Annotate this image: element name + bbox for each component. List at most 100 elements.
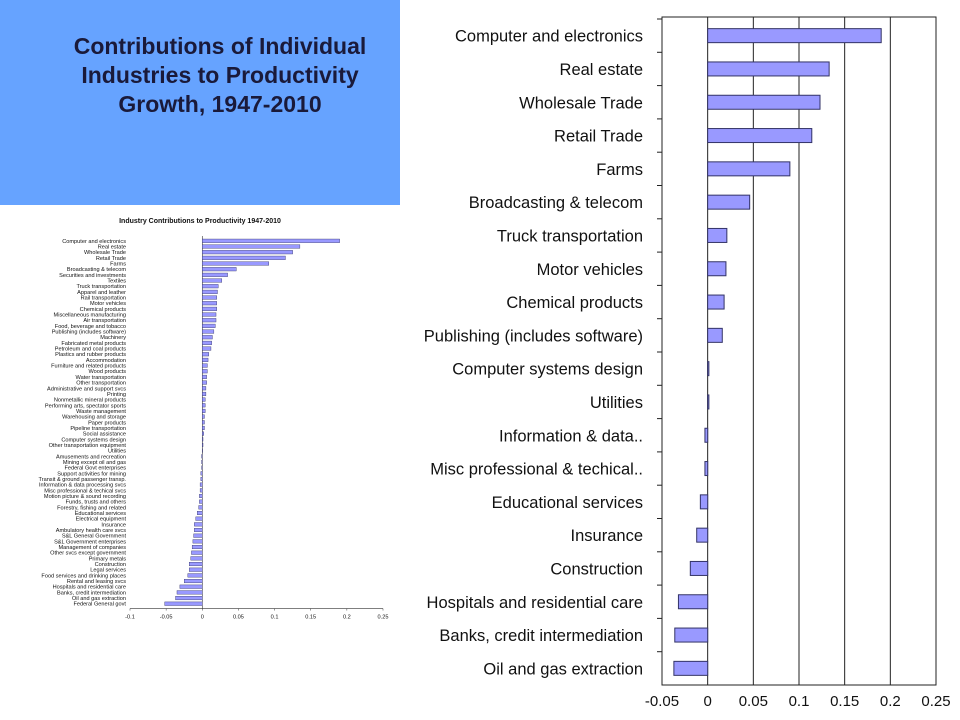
left-category-label: Social assistance bbox=[83, 432, 126, 438]
left-bar bbox=[175, 596, 203, 601]
left-bar bbox=[202, 380, 207, 385]
left-category-label: Banks, credit intermediation bbox=[57, 590, 126, 596]
right-category-label: Oil and gas extraction bbox=[483, 660, 643, 678]
left-chart-background bbox=[0, 205, 400, 720]
left-x-tick-label: 0.1 bbox=[271, 615, 279, 621]
right-bar bbox=[707, 28, 882, 44]
left-category-label: Funds, trusts and others bbox=[66, 500, 127, 506]
left-category-label: Wood products bbox=[88, 369, 126, 375]
right-category-label: Computer systems design bbox=[452, 361, 643, 379]
left-bar bbox=[202, 369, 208, 374]
right-bar bbox=[674, 627, 709, 643]
left-category-label: Hospitals and residential care bbox=[53, 585, 126, 591]
right-category-label: Banks, credit intermediation bbox=[439, 627, 643, 645]
left-bar bbox=[202, 306, 217, 311]
left-bar bbox=[202, 312, 217, 317]
left-bar bbox=[202, 301, 217, 306]
left-bar bbox=[202, 278, 223, 283]
left-bar bbox=[202, 295, 217, 300]
left-x-tick-label: -0.05 bbox=[160, 615, 173, 621]
right-bar bbox=[707, 194, 751, 210]
left-bar bbox=[194, 522, 203, 527]
left-bar bbox=[200, 476, 203, 481]
left-category-label: Legal services bbox=[90, 568, 126, 574]
right-category-label: Truck transportation bbox=[497, 227, 643, 245]
right-bar bbox=[707, 327, 723, 343]
left-bar bbox=[202, 391, 207, 396]
right-category-label: Wholesale Trade bbox=[519, 94, 643, 112]
right-x-tick-label: 0.05 bbox=[739, 693, 768, 710]
left-bar bbox=[202, 357, 209, 362]
right-bar bbox=[707, 161, 791, 177]
left-category-label: Other svcs except government bbox=[50, 551, 126, 557]
left-category-label: Retail Trade bbox=[96, 256, 126, 262]
right-category-label: Computer and electronics bbox=[455, 28, 643, 46]
right-x-tick-label: 0.25 bbox=[921, 693, 950, 710]
left-bar bbox=[202, 352, 209, 357]
left-category-label: Truck transportation bbox=[76, 284, 126, 290]
left-category-label: Federal Govt enterprises bbox=[64, 466, 126, 472]
left-bar bbox=[202, 408, 206, 413]
right-category-label: Educational services bbox=[492, 494, 643, 512]
left-bar bbox=[199, 499, 203, 504]
right-bar bbox=[707, 61, 830, 77]
left-x-tick-label: 0.15 bbox=[305, 615, 316, 621]
title-panel bbox=[0, 0, 400, 207]
left-category-label: Printing bbox=[107, 392, 126, 398]
right-bar bbox=[699, 494, 709, 510]
left-x-tick-label: 0.05 bbox=[233, 615, 244, 621]
left-category-label: Warehousing and storage bbox=[62, 415, 126, 421]
left-bar bbox=[199, 482, 203, 487]
left-category-label: Computer and electronics bbox=[62, 239, 126, 245]
left-category-label: Ambulatory health care svcs bbox=[56, 528, 126, 534]
left-category-label: Machinery bbox=[100, 335, 126, 341]
right-bar bbox=[677, 594, 709, 610]
left-category-label: Construction bbox=[95, 562, 126, 568]
left-category-label: Motion picture & sound recording bbox=[44, 494, 126, 500]
left-category-label: Apparel and leather bbox=[77, 290, 126, 296]
left-category-label: Rental and leasing svcs bbox=[67, 579, 126, 585]
right-x-tick-label: 0.1 bbox=[789, 693, 810, 710]
right-category-label: Construction bbox=[550, 560, 643, 578]
left-bar bbox=[202, 272, 228, 277]
left-category-label: Chemical products bbox=[80, 307, 127, 313]
left-category-label: Oil and gas extraction bbox=[72, 596, 126, 602]
left-bar bbox=[202, 289, 218, 294]
left-category-label: Information & data processing svcs bbox=[39, 483, 126, 489]
right-bar bbox=[704, 461, 709, 477]
left-category-label: Computer systems design bbox=[61, 437, 126, 443]
left-bar bbox=[202, 437, 204, 442]
left-x-tick-label: 0.2 bbox=[343, 615, 351, 621]
left-category-label: Nonmetallic mineral products bbox=[54, 398, 126, 404]
left-bar bbox=[202, 363, 208, 368]
page-title: Contributions of Individual Industries t… bbox=[73, 33, 367, 117]
right-bar bbox=[707, 94, 821, 110]
left-category-label: Water transportation bbox=[76, 375, 126, 381]
left-category-label: Food services and drinking places bbox=[41, 573, 126, 579]
left-category-label: Farms bbox=[110, 262, 126, 268]
left-category-label: Accommodation bbox=[86, 358, 126, 364]
left-bar bbox=[202, 284, 219, 289]
left-bar bbox=[202, 323, 216, 328]
left-chart-title: Industry Contributions to Productivity 1… bbox=[119, 218, 281, 225]
left-category-label: Wholesale Trade bbox=[84, 250, 126, 256]
left-category-label: Miscellaneous manufacturing bbox=[54, 313, 126, 319]
left-category-label: Electrical equipment bbox=[76, 517, 127, 523]
left-bar bbox=[202, 329, 215, 334]
left-category-label: Pipeline transportation bbox=[70, 426, 126, 432]
left-category-label: Real estate bbox=[98, 245, 126, 251]
left-bar bbox=[202, 238, 340, 243]
left-bar bbox=[199, 493, 203, 498]
left-bar bbox=[195, 516, 203, 521]
right-category-label: Misc professional & techical.. bbox=[430, 461, 643, 479]
left-bar bbox=[176, 590, 203, 595]
right-x-tick-label: 0.15 bbox=[830, 693, 859, 710]
left-x-tick-label: -0.1 bbox=[125, 615, 135, 621]
left-category-label: Other transportation bbox=[76, 381, 126, 387]
left-bar bbox=[202, 255, 286, 260]
left-bar bbox=[202, 374, 207, 379]
left-bar bbox=[202, 431, 204, 436]
left-category-label: Petroleum and coal products bbox=[55, 347, 126, 353]
right-category-label: Utilities bbox=[590, 394, 643, 412]
left-bar bbox=[202, 442, 204, 447]
